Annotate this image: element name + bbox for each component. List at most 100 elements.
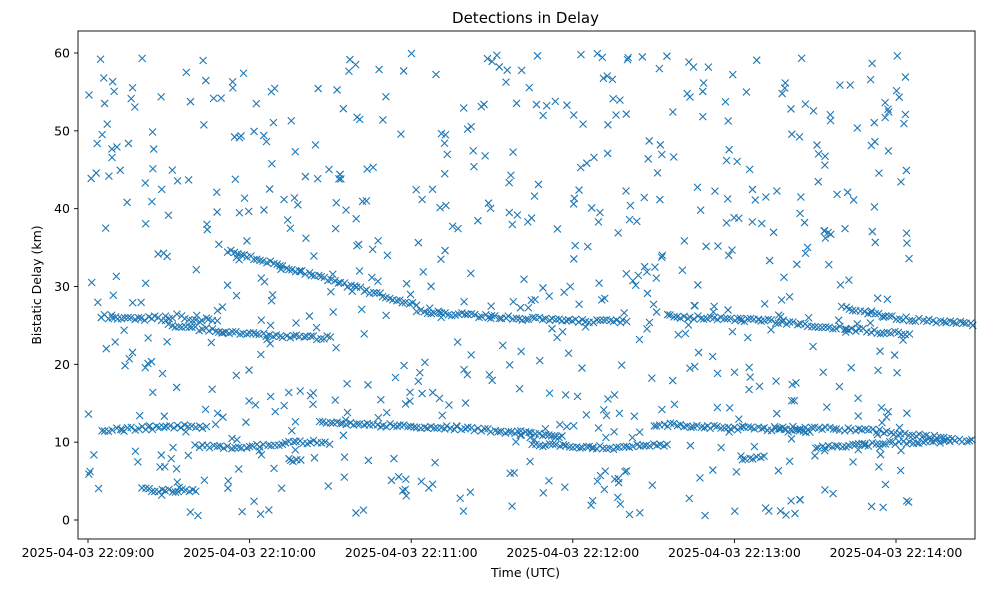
data-point [840, 426, 849, 435]
data-point [325, 165, 333, 174]
data-point [574, 318, 583, 326]
data-point [245, 366, 253, 374]
data-point [617, 361, 626, 370]
data-point [593, 477, 602, 486]
data-point [236, 330, 244, 338]
data-point [494, 427, 503, 436]
data-point [609, 94, 618, 103]
data-point [239, 69, 248, 78]
data-point [787, 497, 795, 505]
data-point [524, 303, 533, 312]
data-point [149, 145, 158, 153]
data-point [144, 359, 152, 368]
data-point [160, 462, 169, 471]
data-point [826, 110, 835, 119]
data-point [905, 330, 914, 338]
data-point [399, 421, 408, 429]
data-point [218, 329, 226, 337]
data-point [280, 195, 288, 204]
data-point [832, 324, 840, 333]
data-point [808, 423, 816, 432]
data-point [876, 347, 884, 356]
data-point [161, 312, 170, 321]
data-point [891, 440, 900, 449]
data-point [213, 409, 222, 418]
data-point [678, 266, 687, 275]
data-point [687, 423, 695, 432]
data-point [200, 476, 209, 485]
data-point [340, 473, 349, 482]
data-point [669, 153, 678, 161]
data-point [223, 281, 232, 290]
data-point [376, 289, 385, 298]
data-point [553, 225, 562, 233]
data-point [881, 98, 890, 107]
data-point [699, 79, 708, 87]
data-point [99, 74, 108, 82]
data-point [690, 301, 699, 310]
data-point [252, 99, 261, 108]
data-point [545, 476, 553, 485]
data-point [159, 423, 168, 432]
data-point [962, 437, 971, 446]
data-point [374, 236, 382, 245]
data-point [340, 453, 349, 462]
data-point [861, 439, 869, 448]
data-point [157, 451, 166, 459]
data-point [603, 72, 612, 80]
data-point [121, 361, 129, 370]
data-point [93, 298, 102, 307]
data-point [602, 433, 610, 442]
data-point [477, 312, 486, 321]
data-point [168, 166, 177, 175]
data-point [905, 316, 914, 325]
data-point [191, 487, 200, 496]
data-point [428, 388, 437, 397]
data-point [112, 272, 121, 281]
data-point [116, 166, 125, 175]
data-point [656, 140, 665, 149]
data-point [277, 265, 285, 274]
data-point [382, 311, 390, 320]
data-point [148, 128, 157, 136]
data-point [375, 65, 383, 74]
data-point [378, 115, 387, 124]
data-point [809, 342, 817, 351]
data-point [164, 320, 173, 329]
data-point [158, 369, 167, 378]
data-point [216, 442, 225, 450]
data-point [192, 311, 201, 320]
data-point [147, 357, 156, 366]
data-point [780, 273, 788, 282]
data-point [730, 368, 739, 377]
data-point [652, 274, 661, 282]
data-point [588, 444, 597, 453]
data-point [612, 443, 621, 452]
data-point [668, 108, 677, 116]
data-point [582, 442, 591, 451]
data-point [824, 260, 833, 269]
data-point [199, 56, 207, 65]
data-point [885, 437, 894, 446]
data-point [292, 319, 300, 327]
data-point [326, 418, 335, 427]
data-point [873, 294, 882, 303]
data-point [801, 249, 810, 258]
data-point [164, 485, 173, 494]
data-point [876, 450, 885, 459]
data-point [235, 255, 243, 264]
x-tick-label: 2025-04-03 22:09:00 [22, 545, 155, 560]
data-point [570, 194, 579, 203]
data-point [884, 105, 892, 114]
data-point [545, 389, 554, 398]
data-point [325, 440, 334, 449]
data-point [820, 161, 829, 169]
data-point [884, 407, 893, 416]
data-point [441, 130, 450, 139]
data-point [296, 387, 305, 395]
data-point [600, 485, 609, 494]
data-point [860, 307, 869, 316]
data-point [644, 154, 653, 163]
data-point [128, 348, 137, 357]
data-point [469, 146, 478, 155]
